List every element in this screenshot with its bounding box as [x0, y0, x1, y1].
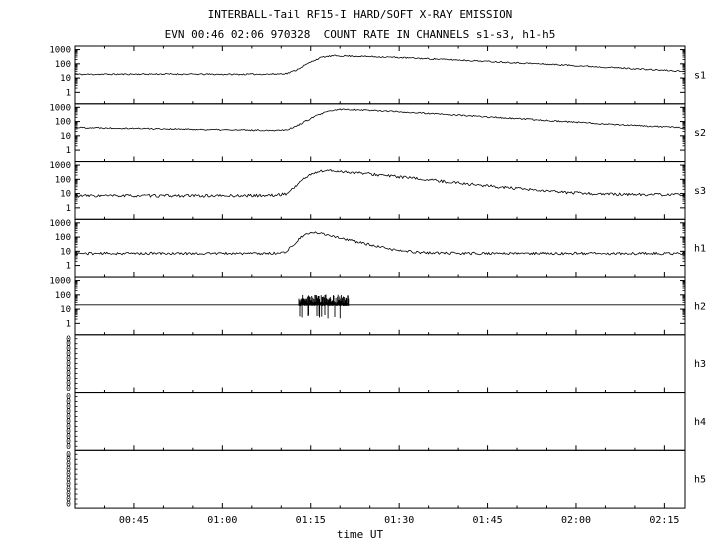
- y-tick-label: 100: [55, 175, 71, 185]
- y-zero-label: 0: [66, 490, 71, 499]
- y-tick-label: 100: [55, 233, 71, 243]
- panel-h2: 1000 100 10 1 h2: [49, 276, 706, 336]
- panel-label-h2: h2: [694, 301, 706, 312]
- panel-label-h4: h4: [694, 417, 706, 428]
- y-tick-label: 1000: [49, 46, 71, 56]
- y-tick-label: 100: [55, 291, 71, 301]
- y-zero-label: 0: [66, 354, 71, 363]
- panel-label-h5: h5: [694, 475, 706, 486]
- trace-s1: [75, 54, 685, 76]
- y-zero-label: 0: [66, 437, 71, 446]
- y-zero-label: 0: [66, 339, 71, 348]
- trace-s2: [74, 108, 685, 132]
- y-zero-label: 0: [66, 470, 71, 479]
- trace-h1: [74, 231, 685, 256]
- y-zero-label: 0: [66, 432, 71, 441]
- x-tick-label: 02:00: [561, 515, 591, 526]
- y-zero-label: 0: [66, 359, 71, 368]
- y-zero-label: 0: [66, 374, 71, 383]
- panel-h1: 1000 100 10 1 h1: [49, 218, 706, 278]
- x-tick-label: 01:15: [296, 515, 326, 526]
- y-tick-label: 1000: [49, 219, 71, 229]
- y-zero-label: 0: [66, 455, 71, 464]
- y-zero-label: 0: [66, 392, 71, 401]
- panel-frame-h5: [74, 449, 686, 509]
- y-zero-label: 0: [66, 427, 71, 436]
- panel-frame-h3: [74, 334, 686, 394]
- x-axis-label: time UT: [336, 528, 384, 541]
- y-tick-label: 10: [60, 190, 71, 200]
- y-tick-label: 10: [60, 74, 71, 84]
- y-tick-label: 1000: [49, 277, 71, 287]
- y-zero-label: 0: [66, 475, 71, 484]
- x-tick-label: 00:45: [119, 515, 149, 526]
- y-tick-label: 1: [66, 319, 71, 329]
- panel-label-s2: s2: [694, 128, 706, 139]
- panel-s3: 1000 100 10 1 s3: [49, 161, 706, 220]
- y-zero-label: 0: [66, 412, 71, 421]
- y-tick-label: 10: [60, 247, 71, 257]
- y-tick-label: 1: [66, 262, 71, 272]
- y-zero-label: 0: [66, 465, 71, 474]
- y-zero-label: 0: [66, 384, 71, 393]
- panel-frame-h1: [74, 218, 686, 278]
- y-tick-label: 1000: [49, 103, 71, 113]
- panel-s1: 1000 100 10 1 s1: [49, 45, 706, 105]
- y-zero-label: 0: [66, 344, 71, 353]
- panel-s2: 1000 100 10 1 s2: [49, 103, 706, 163]
- y-zero-label: 0: [66, 379, 71, 388]
- y-zero-label: 0: [66, 422, 71, 431]
- y-zero-label: 0: [66, 397, 71, 406]
- panel-label-h1: h1: [694, 244, 706, 255]
- y-tick-label: 10: [60, 305, 71, 315]
- y-tick-label: 1: [66, 204, 71, 214]
- y-zero-label: 0: [66, 334, 71, 343]
- y-zero-label: 0: [66, 349, 71, 358]
- y-zero-label: 0: [66, 500, 71, 509]
- y-zero-label: 0: [66, 417, 71, 426]
- panel-frame-h2: [74, 276, 686, 336]
- panel-frame-s1: [74, 45, 686, 105]
- panel-frame-h4: [74, 392, 686, 451]
- trace-s3: [74, 169, 685, 198]
- y-tick-label: 1: [66, 88, 71, 98]
- panel-label-h3: h3: [694, 359, 706, 370]
- y-tick-label: 1000: [49, 161, 71, 171]
- y-zero-label: 0: [66, 364, 71, 373]
- y-tick-label: 100: [55, 60, 71, 70]
- panel-label-s3: s3: [694, 186, 706, 197]
- y-zero-label: 0: [66, 442, 71, 451]
- y-tick-label: 1: [66, 146, 71, 156]
- y-tick-label: 100: [55, 118, 71, 128]
- burst-h2: [298, 294, 350, 319]
- panel-frame-s2: [74, 103, 686, 163]
- y-zero-label: 0: [66, 460, 71, 469]
- y-tick-label: 10: [60, 132, 71, 142]
- y-zero-label: 0: [66, 369, 71, 378]
- x-tick-label: 02:15: [649, 515, 679, 526]
- y-zero-label: 0: [66, 407, 71, 416]
- y-zero-label: 0: [66, 495, 71, 504]
- y-zero-label: 0: [66, 480, 71, 489]
- x-tick-label: 01:45: [473, 515, 503, 526]
- y-zero-label: 0: [66, 402, 71, 411]
- y-zero-label: 0: [66, 450, 71, 459]
- panel-label-s1: s1: [694, 70, 706, 81]
- figure-subtitle: EVN 00:46 02:06 970328 COUNT RATE IN CHA…: [164, 28, 556, 41]
- panel-frame-s3: [74, 161, 686, 220]
- x-tick-label: 01:00: [207, 515, 237, 526]
- figure-title: INTERBALL-Tail RF15-I HARD/SOFT X-RAY EM…: [207, 8, 513, 21]
- x-tick-label: 01:30: [384, 515, 414, 526]
- y-zero-label: 0: [66, 485, 71, 494]
